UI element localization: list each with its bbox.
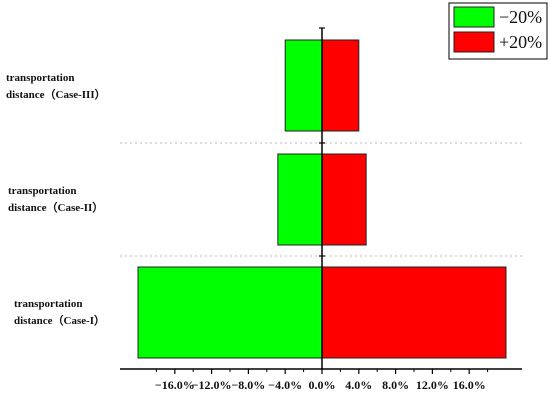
legend-swatch-0 (453, 6, 495, 28)
x-tick-label-6: 8.0% (382, 378, 409, 392)
bar-plus20-0 (321, 39, 360, 132)
category-label-line1-2: transportation (14, 298, 82, 310)
x-tick-label-8: 16.0% (453, 378, 486, 392)
bar-minus20-1 (277, 153, 323, 246)
x-tick-label-2: −8.0% (231, 378, 265, 392)
category-label-line2-2: distance（Case-I） (14, 314, 105, 327)
bar-plus20-2 (321, 266, 507, 359)
x-tick-label-3: −4.0% (268, 378, 302, 392)
bar-minus20-0 (284, 39, 323, 132)
legend-label-0: −20% (499, 7, 542, 27)
x-tick-label-1: −12.0% (192, 378, 232, 392)
bar-minus20-2 (137, 266, 323, 359)
x-tick-label-5: 4.0% (345, 378, 372, 392)
x-tick-label-4: 0.0% (309, 378, 336, 392)
bar-plus20-1 (321, 153, 367, 246)
legend: −20% +20% (448, 2, 548, 60)
category-label-line1-0: transportation (6, 72, 74, 84)
category-label-line2-0: distance（Case-III） (6, 88, 106, 101)
legend-label-1: +20% (499, 32, 542, 52)
axes-group: −16.0%−12.0% −8.0% −4.0% 0.0% 4.0% 8.0% 12.0% 1… (120, 27, 522, 392)
category-labels: transportation distance（Case-III） transpor… (6, 72, 106, 327)
legend-swatch-1 (453, 31, 495, 53)
x-tick-label-0: −16.0% (155, 378, 195, 392)
x-tick-label-7: 12.0% (416, 378, 449, 392)
category-label-line2-1: distance（Case-II） (8, 201, 103, 214)
category-label-line1-1: transportation (8, 185, 76, 197)
